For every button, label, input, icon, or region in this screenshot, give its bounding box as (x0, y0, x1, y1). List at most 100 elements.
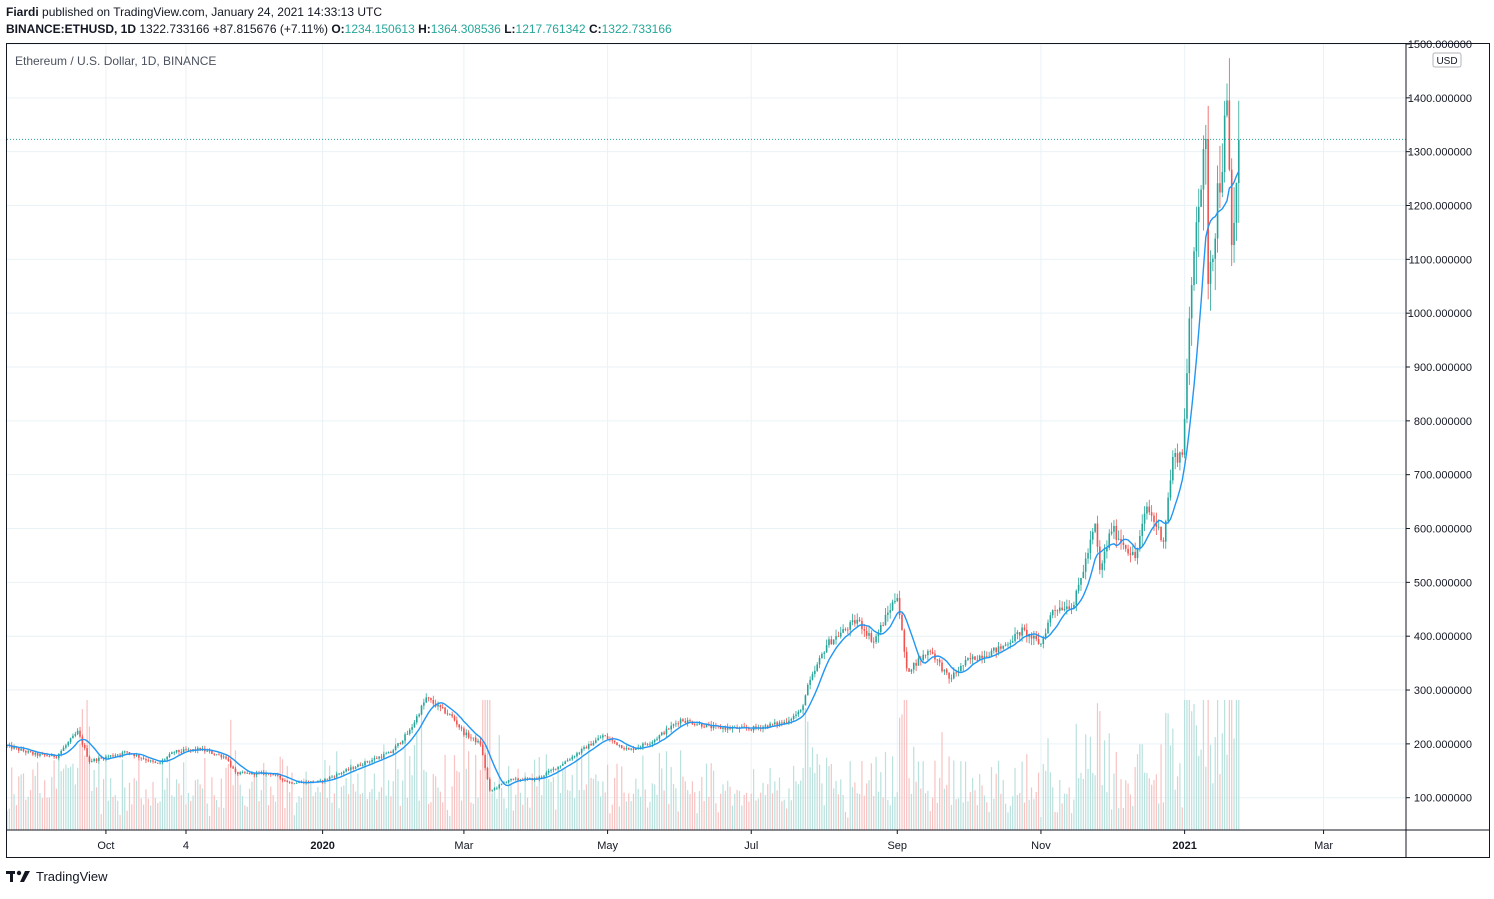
candle-body (133, 754, 135, 757)
symbol-name[interactable]: BINANCE:ETHUSD, 1D (6, 22, 137, 36)
volume-bar (875, 756, 877, 830)
candle-body (557, 766, 559, 770)
volume-bar (239, 784, 241, 830)
price-axis[interactable]: 100.000000 200.000000 300.000000 400.000000… (1406, 39, 1472, 805)
volume-bar (1151, 784, 1153, 830)
candle-body (79, 730, 81, 737)
volume-bar (1033, 799, 1035, 830)
candle-body (375, 758, 378, 760)
candle-body (175, 750, 178, 753)
candle-body (20, 749, 22, 751)
candle-body (465, 732, 468, 736)
candle-body (1089, 539, 1092, 553)
volume-bar (771, 793, 774, 830)
volume-bar (557, 770, 559, 830)
candle-body (1235, 183, 1238, 223)
candle-body (639, 746, 642, 748)
candle-body (234, 768, 237, 773)
volume-bar (870, 763, 872, 830)
candle-body (489, 779, 491, 791)
candle-body (444, 707, 446, 714)
volume-bar (595, 774, 597, 830)
author-name[interactable]: Fiardi (6, 5, 39, 19)
volume-bar (310, 783, 312, 830)
candle-body (1094, 523, 1096, 532)
volume-bar (22, 773, 25, 830)
candle-body (675, 723, 677, 725)
volume-bar (943, 788, 945, 830)
volume-bar (639, 796, 642, 830)
volume-bar (1139, 744, 1141, 830)
volume-bar (913, 746, 915, 830)
volume-bar (65, 764, 67, 830)
footer[interactable]: TradingView (6, 866, 108, 886)
open-value: 1234.150613 (344, 22, 415, 36)
volume-bar (566, 789, 569, 830)
volume-bar (618, 806, 620, 830)
candle-body (41, 753, 44, 755)
candle-body (171, 752, 173, 755)
volume-bar (550, 781, 552, 830)
volume-bar (220, 778, 222, 830)
volume-bar (517, 768, 519, 830)
volume-bar (1172, 728, 1174, 830)
candle-body (894, 600, 896, 603)
volume-bar (223, 808, 225, 830)
volume-bar (430, 802, 432, 830)
candle-body (590, 743, 592, 746)
volume-bar (960, 761, 962, 830)
candle-body (387, 751, 390, 754)
volume-bar (152, 781, 154, 830)
candle-body (783, 721, 786, 724)
candle-body (1176, 453, 1179, 463)
volume-bar (833, 788, 835, 830)
volume-bar (270, 786, 272, 830)
candle-body (1186, 373, 1188, 419)
candle-body (623, 748, 625, 750)
time-axis[interactable]: Oct 4 2020 Mar May Jul Sep Nov 2021 Mar (97, 830, 1333, 852)
candle-body (413, 722, 416, 728)
candle-body (828, 639, 830, 646)
volume-bar (263, 762, 265, 830)
candle-body (293, 783, 296, 785)
candle-body (380, 756, 383, 758)
volume-bar (1233, 738, 1235, 830)
volume-bar (795, 781, 797, 830)
volume-bar (1129, 794, 1132, 830)
candle-body (1077, 584, 1080, 591)
currency-badge[interactable]: USD (1432, 52, 1462, 68)
candle-body (192, 749, 194, 751)
candle-body (1202, 149, 1205, 190)
candle-body (1113, 525, 1115, 532)
volume-bar (800, 780, 802, 830)
volume-bar (1007, 812, 1009, 830)
volume-bar (1066, 793, 1068, 830)
x-tick-label: 2020 (310, 840, 334, 852)
volume-bar (932, 797, 934, 830)
candle-body (1139, 536, 1141, 549)
candle-body (950, 678, 953, 680)
volume-bar (811, 747, 814, 830)
candle-body (849, 622, 851, 630)
volume-bar (858, 794, 861, 830)
volume-bar (312, 796, 314, 830)
candle-body (446, 713, 449, 715)
volume-bar (541, 795, 543, 830)
volume-bar (536, 786, 538, 830)
volume-bar (1080, 772, 1082, 830)
volume-bar (258, 801, 260, 830)
volume-bar (277, 777, 279, 830)
volume-bar (1148, 778, 1150, 830)
volume-bar (442, 802, 444, 830)
candle-body (425, 697, 428, 703)
volume-bar (654, 784, 656, 830)
y-tick-label: 1100.000000 (1409, 254, 1472, 266)
volume-bar (437, 787, 439, 830)
candle-body (642, 743, 644, 747)
candle-body (705, 724, 708, 728)
volume-bar (489, 700, 491, 830)
candle-body (486, 768, 489, 780)
candle-body (1096, 523, 1099, 547)
